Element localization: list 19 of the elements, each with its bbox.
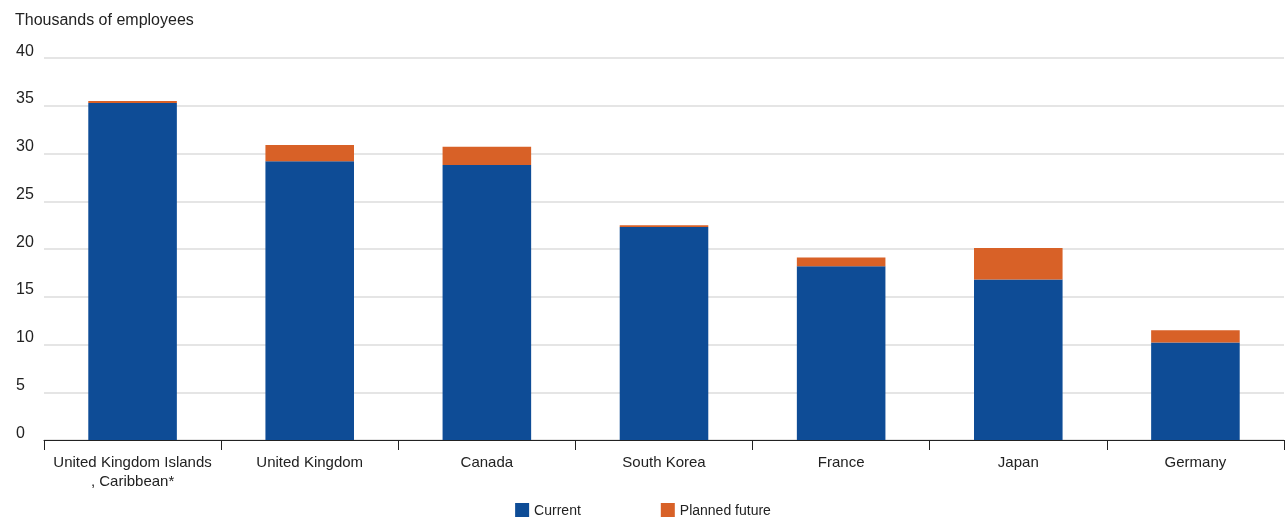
x-tick-label: Japan: [997, 453, 1039, 470]
y-tick-label: 30: [16, 137, 34, 154]
y-tick-label: 35: [16, 89, 34, 107]
legend-label: Current: [534, 502, 581, 518]
x-tick-label: France: [817, 453, 865, 470]
y-tick-label: 25: [16, 184, 34, 202]
y-tick-label: 10: [16, 328, 34, 345]
y-axis-title: Thousands of employees: [15, 10, 194, 28]
x-tick-label: United Kingdom: [256, 453, 364, 470]
y-tick-label: 5: [16, 375, 25, 393]
legend-label: Planned future: [679, 502, 772, 518]
y-tick-label: 15: [16, 280, 34, 298]
y-tick-label: 40: [16, 41, 34, 59]
y-tick-label: 20: [16, 232, 34, 250]
x-tick-label: South Korea: [622, 453, 707, 470]
y-tick-label: 0: [16, 423, 25, 441]
x-tick-label: Germany: [1164, 453, 1227, 470]
x-tick-label: United Kingdom Islands, Caribbean*: [53, 453, 212, 489]
x-tick-label: Canada: [460, 453, 514, 470]
